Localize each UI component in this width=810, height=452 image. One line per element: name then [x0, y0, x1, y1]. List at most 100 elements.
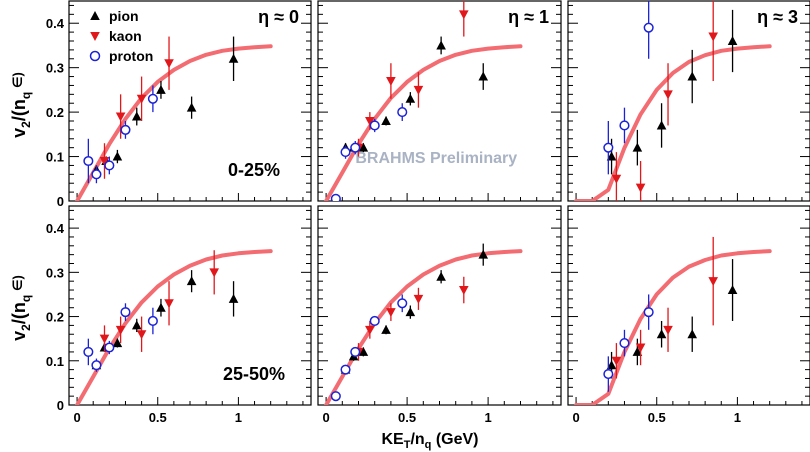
- pion-point: [632, 346, 643, 356]
- fit-curve: [324, 249, 523, 405]
- kaon-point: [209, 268, 219, 278]
- pion-point: [131, 111, 142, 121]
- pion-point: [727, 36, 738, 45]
- centrality-label: 25-50%: [223, 364, 285, 384]
- pion-point: [405, 307, 416, 317]
- pion-point: [436, 271, 446, 281]
- proton-point: [340, 364, 351, 375]
- pion-point: [727, 285, 738, 295]
- kaon-point: [164, 299, 174, 309]
- panel-plot-area: [75, 249, 273, 405]
- proton-point: [369, 315, 380, 327]
- proton-point: [340, 147, 351, 158]
- panel-2: BRAHMS Preliminary η ≈ 1: [317, 0, 562, 202]
- fit-curve: [574, 249, 772, 405]
- pion-point: [186, 102, 197, 112]
- kaon-point: [99, 334, 110, 344]
- proton-point: [397, 107, 408, 118]
- x-tick-label: 0.5: [648, 410, 666, 425]
- panel-grid: 0 0.1 0.2 0.3 0.4 η ≈ 0 0-25% pion kaon proton BRA…: [46, 0, 810, 425]
- kaon-point: [365, 117, 375, 126]
- pion-point: [687, 71, 698, 81]
- centrality-label: 0-25%: [228, 160, 280, 180]
- y-tick-label: 0.4: [46, 16, 65, 31]
- proton-point: [619, 338, 630, 349]
- kaon-point: [115, 112, 126, 122]
- pion-point: [131, 320, 142, 330]
- proton-point: [603, 368, 614, 380]
- proton-point: [330, 193, 341, 201]
- panel-plot-area: BRAHMS Preliminary: [324, 1, 523, 201]
- y-tick-label: 0.1: [46, 150, 64, 165]
- proton-point: [83, 155, 94, 167]
- kaon-point: [115, 325, 126, 335]
- pion-point: [156, 302, 166, 312]
- pion-point: [606, 151, 617, 161]
- panel-frame: [317, 0, 562, 202]
- eta-label: η ≈ 1: [508, 7, 549, 27]
- fit-curve: [324, 44, 523, 201]
- pion-point: [112, 151, 123, 161]
- proton-point: [104, 160, 115, 171]
- pion-point: [112, 338, 123, 348]
- x-tick-label: 0.5: [149, 410, 167, 425]
- kaon-point: [611, 174, 622, 184]
- x-tick-label: 0.5: [398, 410, 416, 425]
- panel-plot-area: [574, 236, 772, 405]
- legend-label-pion: pion: [109, 8, 139, 24]
- proton-point: [350, 346, 361, 357]
- kaon-point: [459, 10, 469, 20]
- pion-point: [358, 346, 369, 356]
- legend-marker-pion: [90, 11, 100, 20]
- proton-point: [147, 93, 158, 104]
- fit-curve: [574, 44, 772, 201]
- fit-curve: [75, 44, 273, 201]
- panel-1: 0 0.1 0.2 0.3 0.4 η ≈ 0 0-25% pion kaon proton: [46, 0, 312, 209]
- kaon-point: [99, 157, 110, 166]
- panel-6: 0 0.5 1: [567, 205, 810, 425]
- kaon-point: [459, 286, 469, 296]
- kaon-point: [164, 59, 174, 69]
- panel-5: 0 0.5 1: [317, 205, 562, 425]
- watermark-label: BRAHMS Preliminary: [355, 150, 517, 167]
- x-tick-label: 0: [572, 410, 579, 425]
- proton-point: [397, 298, 408, 309]
- panel-frame: [567, 0, 810, 202]
- proton-point: [120, 307, 131, 318]
- proton-point: [104, 342, 115, 353]
- pion-point: [228, 293, 239, 303]
- legend-marker-kaon: [90, 32, 100, 41]
- kaon-point: [663, 90, 673, 100]
- proton-point: [350, 142, 361, 153]
- pion-point: [478, 249, 489, 259]
- kaon-point: [413, 294, 424, 304]
- legend-label-proton: proton: [109, 48, 153, 64]
- y-tick-label: 0: [57, 398, 64, 413]
- proton-point: [330, 391, 341, 402]
- proton-point: [643, 22, 654, 33]
- pion-point: [405, 93, 416, 103]
- kaon-point: [365, 325, 375, 335]
- pion-point: [381, 116, 391, 125]
- pion-point: [358, 142, 369, 152]
- kaon-point: [635, 343, 646, 353]
- x-axis-label: KET/nq (GeV): [381, 431, 478, 451]
- pion-point: [186, 276, 197, 286]
- pion-point: [436, 40, 446, 50]
- proton-point: [369, 120, 380, 131]
- y-axis-label-top: v2/(nq ∈): [9, 72, 33, 138]
- eta-label: η ≈ 3: [757, 7, 798, 27]
- proton-point: [91, 360, 102, 371]
- proton-point: [603, 142, 614, 153]
- kaon-point: [708, 277, 718, 287]
- x-tick-label: 1: [484, 410, 491, 425]
- y-tick-label: 0.2: [46, 105, 64, 120]
- pion-point: [381, 324, 391, 334]
- proton-point: [120, 124, 131, 135]
- proton-point: [91, 169, 102, 180]
- legend-marker-proton: [89, 50, 101, 62]
- panel-plot-area: [324, 243, 523, 405]
- kaon-point: [136, 94, 147, 104]
- y-tick-label: 0.2: [46, 310, 64, 325]
- pion-point: [656, 329, 667, 339]
